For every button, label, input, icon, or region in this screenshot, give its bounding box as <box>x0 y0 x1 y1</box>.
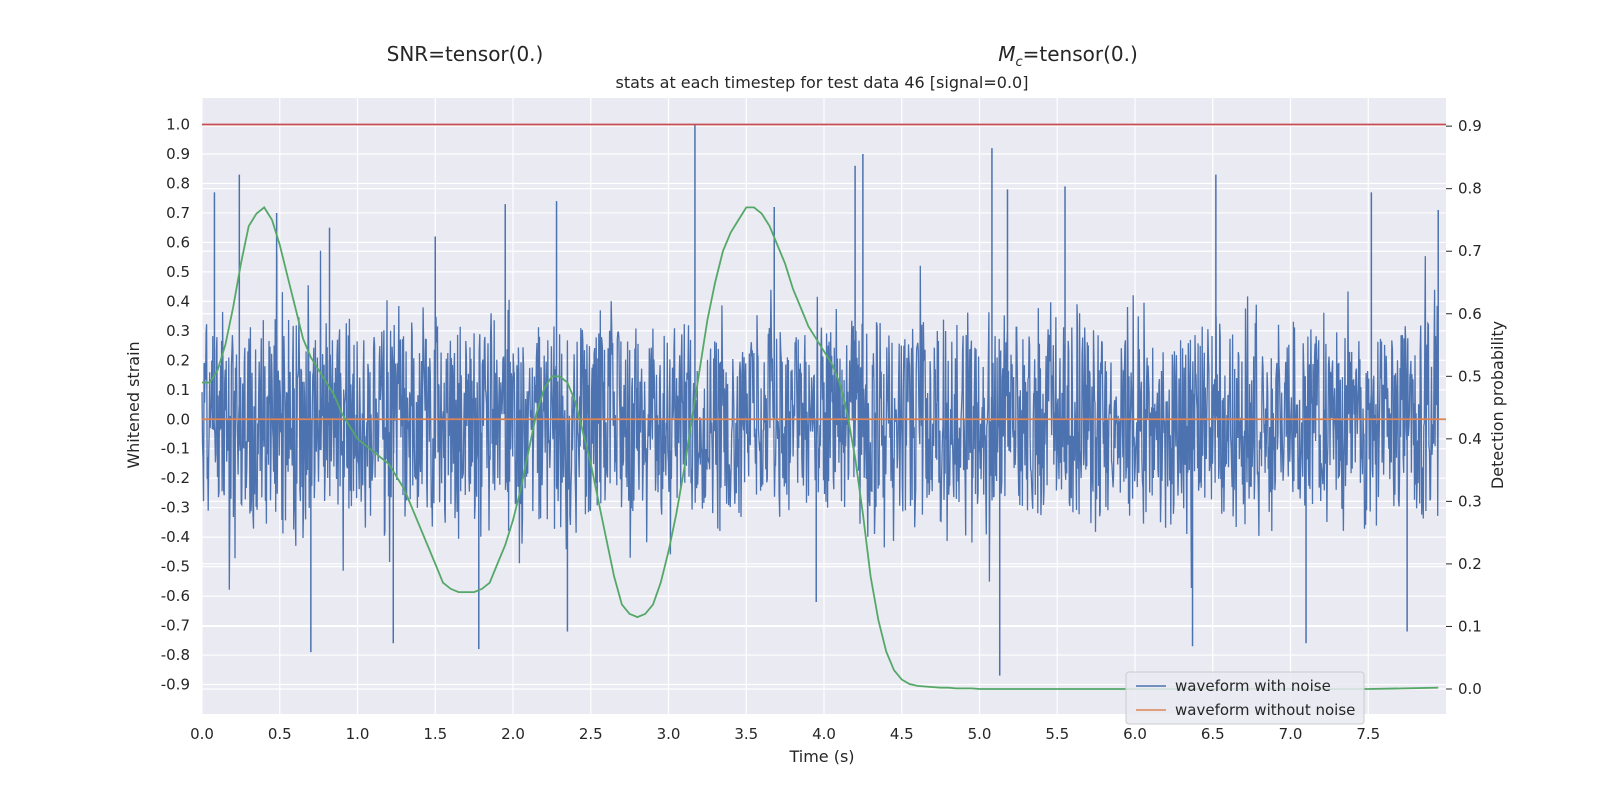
x-tick-label: 6.5 <box>1201 725 1225 743</box>
left-y-tick-label: -0.4 <box>161 528 190 546</box>
right-y-tick-label: 0.4 <box>1458 430 1482 448</box>
left-y-tick-label: 0.2 <box>166 351 190 369</box>
left-y-tick-label: -0.1 <box>161 440 190 458</box>
legend-label-clean: waveform without noise <box>1175 701 1355 719</box>
left-y-tick-label: -0.7 <box>161 617 190 635</box>
left-y-tick-label: -0.5 <box>161 558 190 576</box>
x-tick-label: 0.0 <box>190 725 214 743</box>
right-y-tick-label: 0.6 <box>1458 305 1482 323</box>
left-y-tick-label: 0.7 <box>166 204 190 222</box>
left-y-tick-label: -0.9 <box>161 676 190 694</box>
legend-box <box>1125 671 1365 725</box>
left-y-tick-label: -0.6 <box>161 587 190 605</box>
left-y-tick-label: 0.3 <box>166 322 190 340</box>
x-tick-label: 3.0 <box>657 725 681 743</box>
left-y-tick-label: 0.1 <box>166 381 190 399</box>
legend: waveform with noise waveform without noi… <box>1125 671 1365 725</box>
right-y-tick-label: 0.1 <box>1458 617 1482 635</box>
right-y-axis-label: Detection probability <box>1488 321 1507 489</box>
x-tick-label: 2.0 <box>501 725 525 743</box>
x-tick-label: 6.0 <box>1123 725 1147 743</box>
x-tick-label: 3.5 <box>734 725 758 743</box>
left-y-tick-label: -0.2 <box>161 469 190 487</box>
x-tick-label: 1.0 <box>346 725 370 743</box>
x-tick-label: 5.0 <box>968 725 992 743</box>
left-y-tick-label: -0.3 <box>161 499 190 517</box>
x-tick-label: 1.5 <box>423 725 447 743</box>
x-axis-ticks: 0.0 0.5 1.0 1.5 2.0 2.5 3.0 3.5 4.0 4.5 5.0 5.5 6.0 6… <box>190 725 1380 743</box>
legend-label-noisy: waveform with noise <box>1175 677 1331 695</box>
chart-title: stats at each timestep for test data 46 … <box>616 73 1029 92</box>
x-axis-label: Time (s) <box>788 747 854 766</box>
x-tick-label: 7.5 <box>1356 725 1380 743</box>
left-y-tick-label: -0.8 <box>161 646 190 664</box>
snr-label: SNR=tensor(0.) <box>387 42 544 66</box>
left-y-tick-label: 0.5 <box>166 263 190 281</box>
detection-probability-line <box>202 206 1439 690</box>
chirp-mass-label: Mc=tensor(0.) <box>998 42 1138 70</box>
x-tick-label: 0.5 <box>268 725 292 743</box>
noisy-waveform-layer <box>201 124 1439 676</box>
left-y-axis-label: Whitened strain <box>124 341 143 468</box>
right-y-tick-label: 0.2 <box>1458 555 1482 573</box>
series-layer <box>202 123 1446 690</box>
left-y-axis-ticks: 1.0 0.9 0.8 0.7 0.6 0.5 0.4 0.3 0.2 0.1 0.0 -0.1 -0.… <box>161 116 190 694</box>
x-tick-label: 5.5 <box>1045 725 1069 743</box>
right-y-tick-label: 0.5 <box>1458 367 1482 385</box>
right-y-tick-label: 0.7 <box>1458 242 1482 260</box>
x-tick-label: 2.5 <box>579 725 603 743</box>
left-y-tick-label: 1.0 <box>166 116 190 134</box>
noisy-waveform-line <box>201 250 1439 590</box>
x-tick-label: 4.0 <box>812 725 836 743</box>
left-y-tick-label: 0.9 <box>166 145 190 163</box>
right-y-tick-label: 0.9 <box>1458 117 1482 135</box>
left-y-tick-label: 0.6 <box>166 233 190 251</box>
right-y-tick-label: 0.0 <box>1458 680 1482 698</box>
x-tick-label: 7.0 <box>1279 725 1303 743</box>
x-tick-label: 4.5 <box>890 725 914 743</box>
right-y-tick-label: 0.8 <box>1458 180 1482 198</box>
right-y-axis-ticks: 0.9 0.8 0.7 0.6 0.5 0.4 0.3 0.2 0.1 0.0 <box>1446 117 1482 698</box>
left-y-tick-label: 0.0 <box>166 410 190 428</box>
left-y-tick-label: 0.8 <box>166 174 190 192</box>
left-y-tick-label: 0.4 <box>166 292 190 310</box>
right-y-tick-label: 0.3 <box>1458 492 1482 510</box>
